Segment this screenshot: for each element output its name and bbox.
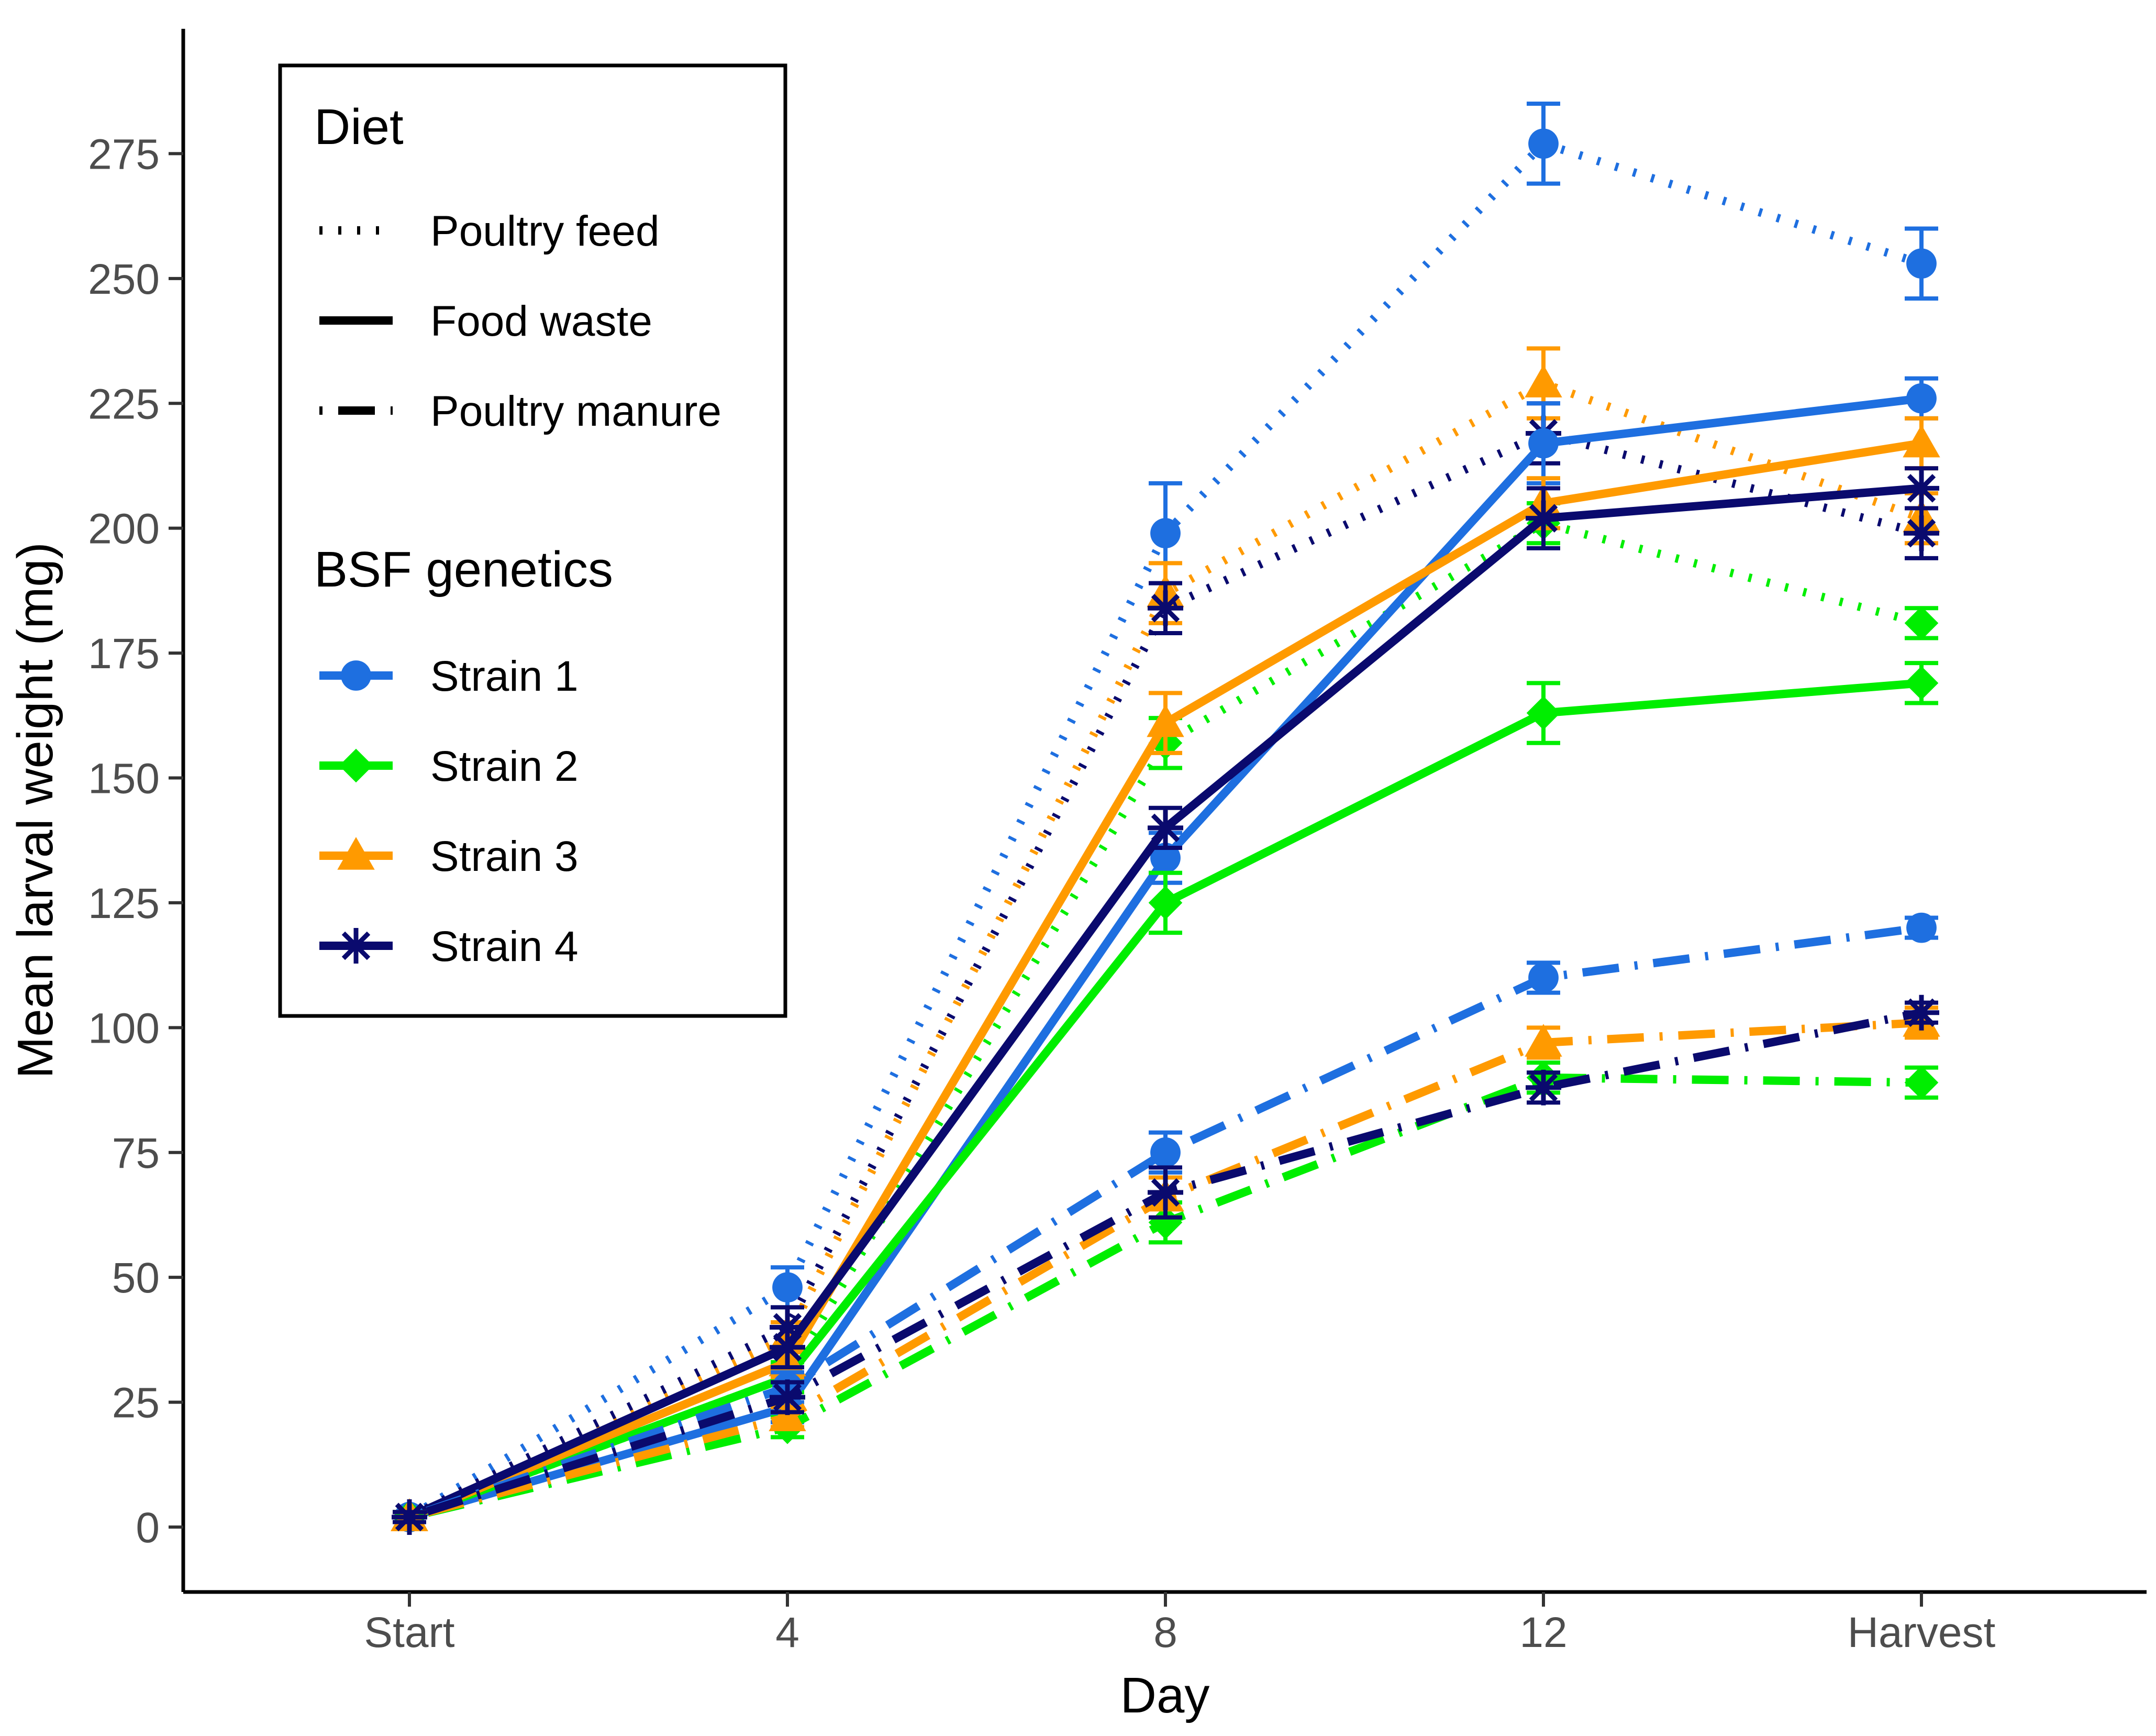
legend-strain-label: Strain 3 (430, 833, 579, 880)
data-point (1906, 383, 1937, 414)
data-point (1526, 500, 1561, 536)
data-point (1148, 810, 1183, 846)
data-point (1147, 704, 1184, 737)
data-point (770, 1329, 805, 1365)
data-point (392, 1499, 427, 1535)
y-tick-label: 175 (88, 630, 160, 678)
series-line (407, 139, 1923, 1521)
series-layer (391, 102, 1940, 1535)
data-point (1526, 1069, 1561, 1105)
data-point (1904, 666, 1939, 700)
data-point (1148, 886, 1183, 920)
data-point (770, 1379, 805, 1416)
legend-strain-marker (341, 660, 371, 691)
data-point-stroke (1529, 504, 1558, 533)
y-tick-label: 125 (88, 880, 160, 927)
data-point (1148, 1205, 1183, 1240)
data-point-stroke (1151, 813, 1180, 843)
y-tick-label: 100 (88, 1004, 160, 1052)
data-point (1526, 696, 1561, 730)
data-point (1525, 1024, 1562, 1057)
legend-diet-label: Poultry manure (430, 388, 721, 435)
legend-strain-marker-stroke (341, 931, 371, 960)
y-tick-label: 150 (88, 755, 160, 803)
data-point-stroke (773, 1333, 802, 1362)
data-point-stroke (1907, 518, 1936, 548)
series-s2-waste (392, 661, 1939, 1534)
y-tick-label: 250 (88, 256, 160, 303)
data-point (1528, 128, 1559, 159)
x-axis-title: Day (1120, 1667, 1210, 1723)
x-tick-label: 8 (1153, 1609, 1177, 1656)
series-s4-manure (392, 994, 1939, 1535)
legend: Diet BSF genetics Poultry feed Food waste… (278, 63, 787, 1018)
y-tick-label: 0 (136, 1504, 160, 1552)
data-point-stroke (1151, 594, 1180, 623)
data-point (1906, 248, 1937, 279)
y-tick-label: 25 (112, 1379, 160, 1427)
data-point (1525, 364, 1562, 397)
data-point-stroke (1529, 1073, 1558, 1102)
x-axis: Start 4 8 12 Harvest (183, 1590, 2147, 1656)
x-tick-label: 12 (1519, 1609, 1567, 1656)
y-axis: 0 25 50 75 100 125 150 175 200 225 250 275 (88, 29, 185, 1592)
legend-strain-label: Strain 4 (430, 923, 579, 970)
series-line (408, 923, 1922, 1521)
data-point-stroke (773, 1383, 802, 1412)
data-point (1528, 428, 1559, 459)
data-point (1150, 843, 1181, 873)
legend-genetics-title: BSF genetics (314, 541, 613, 598)
data-point (1904, 994, 1939, 1031)
legend-strain-marker (338, 928, 374, 964)
data-point (1150, 1137, 1181, 1168)
data-point (1150, 518, 1181, 549)
data-point-stroke (395, 1502, 424, 1532)
legend-diet-label: Poultry feed (430, 207, 660, 255)
legend-strain-label: Strain 2 (430, 743, 579, 790)
data-point (1904, 515, 1939, 551)
y-tick-label: 225 (88, 380, 160, 428)
legend-strain-marker (337, 837, 375, 870)
data-point-stroke (1151, 1178, 1180, 1207)
data-point (1904, 1065, 1939, 1100)
data-point (1904, 470, 1939, 506)
data-point (1903, 424, 1940, 458)
data-point-stroke (1907, 998, 1936, 1027)
y-tick-label: 275 (88, 130, 160, 178)
x-tick-label: Harvest (1848, 1609, 1996, 1656)
x-tick-label: Start (364, 1609, 454, 1656)
legend-strain-label: Strain 1 (430, 653, 579, 700)
y-tick-label: 75 (112, 1130, 160, 1177)
legend-diet-label: Food waste (430, 297, 652, 345)
y-tick-label: 50 (112, 1254, 160, 1302)
y-tick-label: 200 (88, 505, 160, 553)
data-point (1148, 590, 1183, 626)
data-point (1906, 912, 1937, 943)
data-point (772, 1272, 803, 1303)
data-point (1904, 606, 1939, 640)
data-point (1148, 1175, 1183, 1211)
legend-strain-marker (339, 748, 373, 783)
data-point-stroke (1907, 474, 1936, 503)
x-tick-label: 4 (775, 1609, 799, 1656)
legend-diet-title: Diet (314, 99, 404, 155)
data-point (1528, 963, 1559, 993)
y-axis-title: Mean larval weight (mg) (7, 542, 63, 1078)
